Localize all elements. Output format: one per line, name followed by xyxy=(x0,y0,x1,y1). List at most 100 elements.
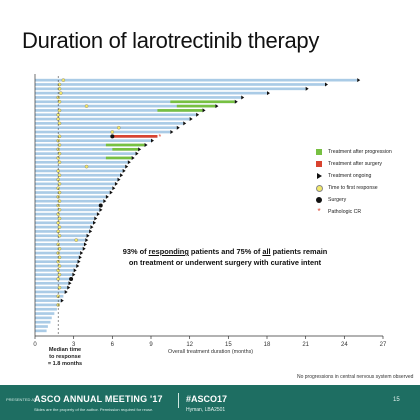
ongoing-marker xyxy=(135,151,139,156)
ongoing-marker xyxy=(176,125,180,130)
duration-bar xyxy=(35,260,78,264)
duration-bar xyxy=(35,208,100,212)
first-response-marker xyxy=(57,87,62,91)
legend-item-surgery-treatment: Treatment after surgery xyxy=(314,158,392,170)
first-response-marker xyxy=(74,238,79,242)
legend-label: Treatment after progression xyxy=(328,149,392,155)
ongoing-marker xyxy=(82,246,86,251)
legend-item-surgery: Surgery xyxy=(314,194,392,206)
x-tick-label: 18 xyxy=(264,342,271,348)
red-star-icon: * xyxy=(317,207,321,216)
pathologic-cr-marker: * xyxy=(158,134,161,141)
duration-bar xyxy=(35,143,145,147)
first-response-marker xyxy=(57,208,62,212)
ongoing-marker xyxy=(109,190,113,195)
duration-bar xyxy=(35,191,110,194)
ongoing-marker xyxy=(189,117,193,122)
duration-bar xyxy=(35,122,184,125)
legend-label: Treatment after surgery xyxy=(328,161,383,167)
duration-bar xyxy=(35,78,358,82)
ongoing-marker xyxy=(68,281,72,286)
x-tick-label: 6 xyxy=(111,342,115,348)
red-bar-icon xyxy=(314,161,324,167)
ongoing-marker xyxy=(94,216,98,221)
duration-bar xyxy=(35,100,235,104)
ongoing-marker xyxy=(117,177,121,182)
duration-bar xyxy=(35,290,65,294)
first-response-marker xyxy=(84,164,89,169)
duration-bar xyxy=(35,156,132,160)
ongoing-marker xyxy=(357,78,361,83)
swimmer-chart: * 0 3 6 9 12 15 18 21 24 27 xyxy=(33,74,387,348)
ongoing-marker xyxy=(234,99,238,104)
first-response-marker xyxy=(57,160,62,165)
ongoing-marker xyxy=(96,212,100,217)
yellow-circle-icon xyxy=(314,184,324,192)
annotation-underlined: responding xyxy=(148,247,189,256)
ongoing-marker xyxy=(64,289,68,294)
x-axis-label: Overall treatment duration (months) xyxy=(168,349,254,355)
ongoing-marker xyxy=(86,233,90,238)
ongoing-marker xyxy=(93,220,96,225)
duration-bar xyxy=(35,273,73,276)
first-response-marker xyxy=(110,130,115,134)
median-line: Median time xyxy=(48,347,82,353)
duration-bar xyxy=(35,165,126,168)
duration-bar xyxy=(35,169,123,173)
ongoing-marker xyxy=(72,272,76,277)
first-response-marker xyxy=(57,143,62,147)
legend-item-pathologic-cr: * Pathologic CR xyxy=(314,206,392,218)
x-tick-label: 27 xyxy=(380,342,387,348)
legend-item-first-response: Time to first response xyxy=(314,182,392,194)
duration-bar xyxy=(35,195,106,199)
duration-bar xyxy=(35,264,77,268)
ongoing-marker xyxy=(60,298,64,303)
duration-bar xyxy=(35,299,61,302)
surgery-marker xyxy=(69,276,74,281)
ongoing-marker xyxy=(67,285,71,290)
first-response-marker xyxy=(57,108,62,113)
duration-bar xyxy=(35,96,242,99)
median-line: = 1.8 months xyxy=(47,361,83,367)
ongoing-marker xyxy=(215,104,219,109)
duration-bar xyxy=(35,186,113,190)
first-response-marker xyxy=(61,78,66,82)
duration-bar xyxy=(35,178,118,181)
first-response-marker xyxy=(57,285,62,290)
x-tick-label: 12 xyxy=(186,342,193,348)
ongoing-marker xyxy=(183,121,187,126)
x-tick-label: 21 xyxy=(302,342,309,348)
duration-bar xyxy=(35,173,121,177)
duration-bar xyxy=(35,303,60,307)
duration-bar xyxy=(35,268,74,272)
duration-bar xyxy=(35,286,68,289)
first-response-marker xyxy=(57,151,62,156)
duration-bar xyxy=(35,329,47,333)
first-response-marker xyxy=(57,233,62,238)
duration-bar xyxy=(35,147,139,151)
duration-bar xyxy=(35,160,128,164)
progression-segment xyxy=(105,156,132,160)
ongoing-marker xyxy=(103,199,107,204)
ongoing-marker xyxy=(112,186,116,191)
duration-bar xyxy=(35,256,79,259)
ongoing-marker xyxy=(196,112,200,117)
duration-bar xyxy=(35,104,216,108)
progression-segment xyxy=(112,147,139,151)
ongoing-marker xyxy=(170,130,174,135)
legend-label: Time to first response xyxy=(328,185,378,191)
ongoing-marker xyxy=(131,155,135,160)
duration-bar xyxy=(35,294,64,298)
meeting-name: ASCO ANNUAL MEETING '17 xyxy=(34,394,163,404)
response-annotation: 93% of responding patients and 75% of al… xyxy=(120,246,330,268)
ongoing-marker xyxy=(78,255,82,260)
progression-segment xyxy=(170,100,235,104)
duration-bar xyxy=(35,325,48,328)
ongoing-marker xyxy=(83,242,87,247)
ongoing-marker xyxy=(151,138,154,143)
first-response-marker xyxy=(57,182,62,186)
first-response-marker xyxy=(57,255,62,260)
ongoing-marker xyxy=(120,173,124,178)
footnote: No progressions in central nervous syste… xyxy=(297,374,414,380)
ongoing-marker xyxy=(73,268,77,273)
